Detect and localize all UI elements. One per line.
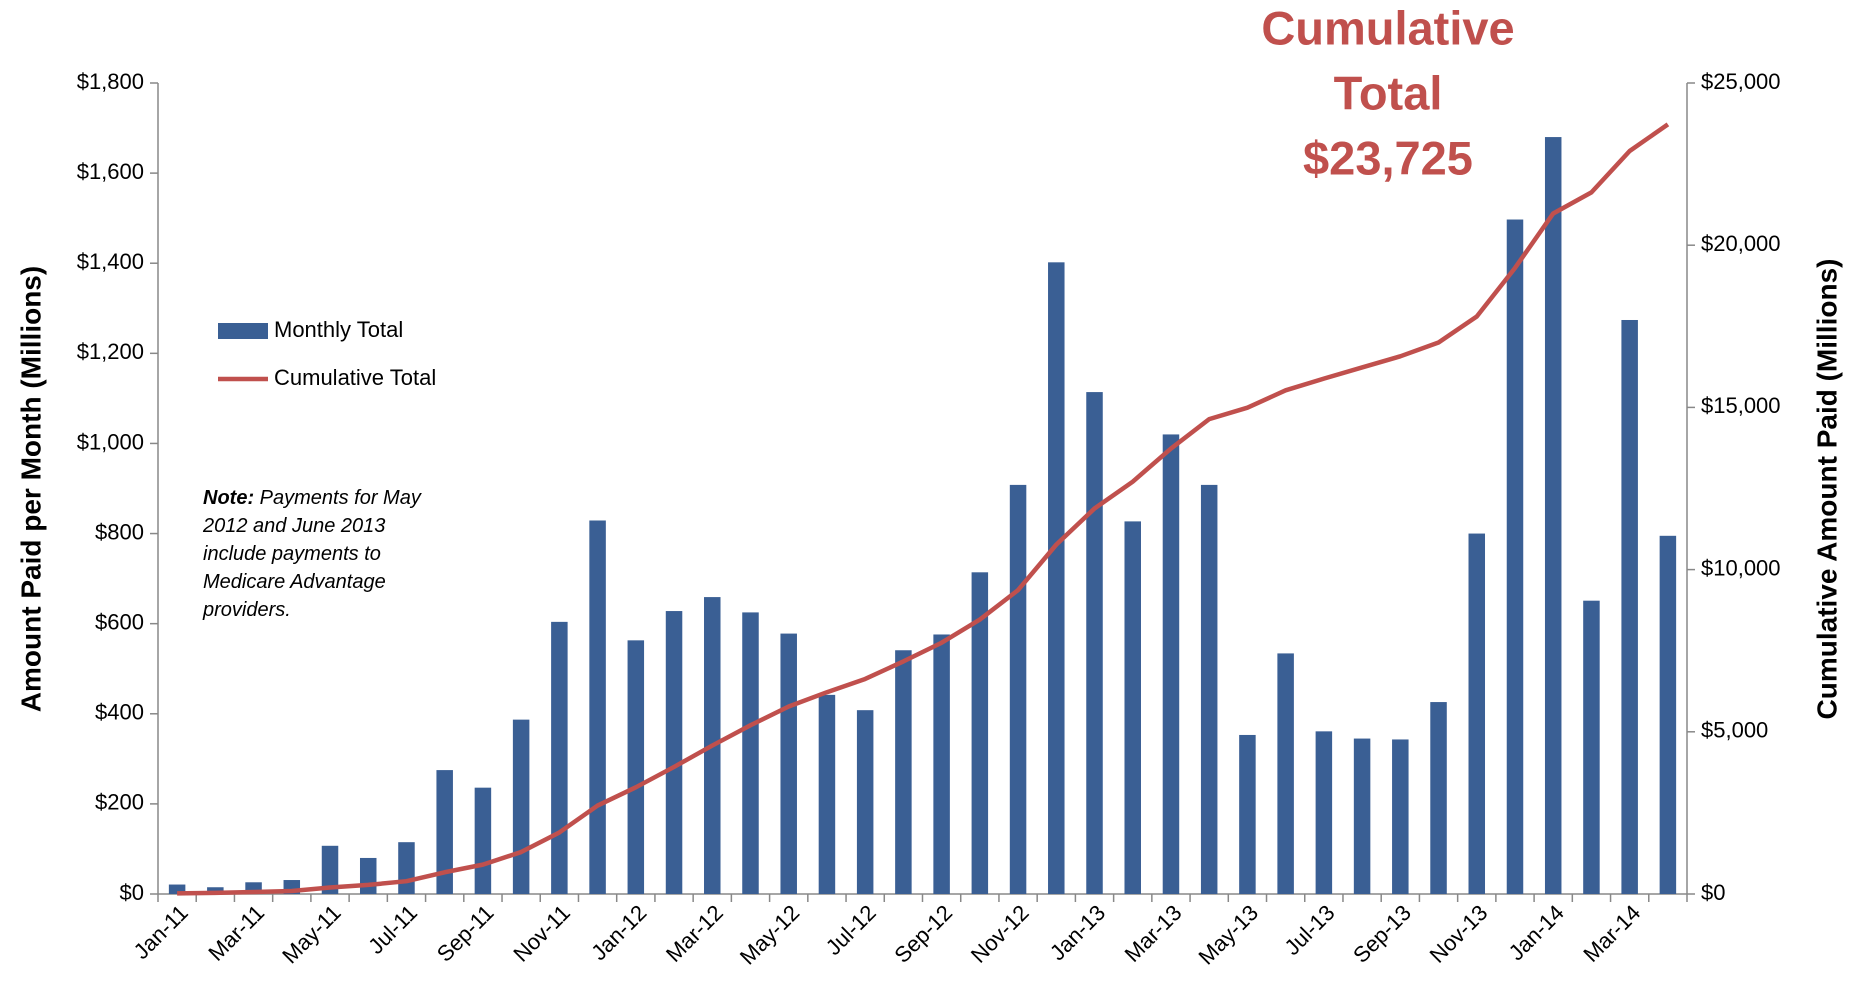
legend-swatch (218, 323, 268, 339)
note: Note: Payments for May 2012 and June 201… (203, 484, 453, 624)
bar (1200, 484, 1218, 894)
line (177, 122, 1670, 896)
bar (1162, 434, 1180, 894)
y2-tick-label: $25,000 (1701, 69, 1781, 94)
x-tick-label: Jul-13 (1279, 900, 1339, 960)
bar (1277, 653, 1294, 894)
bar (1659, 535, 1677, 894)
bar (551, 621, 568, 894)
bar (1621, 319, 1638, 895)
x-tick-label: Nov-11 (508, 900, 575, 967)
bar (780, 633, 797, 894)
bar (1353, 738, 1371, 894)
x-tick-label: Jan-14 (1504, 900, 1569, 965)
y-tick-label: $1,000 (77, 429, 144, 454)
annotation: Cumulative (1261, 1, 1514, 54)
bar (856, 710, 874, 894)
bar (1086, 392, 1103, 894)
x-tick-label: Mar-12 (661, 900, 728, 967)
x-tick-label: Sep-11 (432, 900, 499, 967)
y-tick-label: $1,800 (77, 69, 144, 94)
y2-tick-label: $20,000 (1701, 231, 1781, 256)
bar (512, 719, 530, 894)
bar (436, 770, 453, 894)
legend-label: Cumulative Total (274, 365, 436, 390)
x-tick-label: Jul-12 (821, 900, 881, 960)
bar (1239, 734, 1256, 894)
annotation: $23,725 (1303, 131, 1473, 184)
bar (474, 787, 492, 894)
y2-tick-label: $15,000 (1701, 393, 1781, 418)
y2-axis-title: Cumulative Amount Paid (Millions) (1811, 259, 1842, 720)
bar (895, 650, 912, 894)
bar (933, 634, 950, 894)
x-tick-label: Jan-12 (586, 900, 651, 965)
x-tick-label: Jul-11 (363, 900, 422, 959)
y-tick-label: $800 (95, 519, 144, 544)
y-axis-title: Amount Paid per Month (Millions) (15, 266, 46, 712)
x-tick-label: Nov-12 (966, 900, 1034, 968)
bar (665, 611, 683, 894)
x-tick-label: May-13 (1194, 900, 1264, 970)
bar (245, 882, 262, 894)
y-tick-label: $1,600 (77, 159, 144, 184)
bar (1009, 484, 1027, 894)
bar (589, 520, 606, 894)
bar (359, 857, 377, 894)
x-tick-label: Sep-13 (1348, 900, 1416, 968)
legend-label: Monthly Total (274, 317, 403, 342)
x-tick-label: Mar-11 (203, 900, 269, 966)
y-tick-label: $1,400 (77, 249, 144, 274)
bar (818, 694, 836, 894)
y2-tick-label: $10,000 (1701, 555, 1781, 580)
y-tick-label: $1,200 (77, 339, 144, 364)
bar (1392, 739, 1409, 894)
y-tick-label: $0 (120, 880, 144, 905)
bar (168, 884, 186, 894)
bar (627, 640, 645, 894)
bar (1430, 702, 1447, 894)
x-tick-label: May-12 (735, 900, 805, 970)
bar (742, 612, 759, 894)
y2-tick-label: $0 (1701, 880, 1725, 905)
bar (1506, 219, 1524, 895)
y-tick-label: $200 (95, 790, 144, 815)
x-tick-label: May-11 (277, 900, 345, 968)
x-tick-label: Jan-13 (1045, 900, 1110, 965)
note-text: Payments for May 2012 and June 2013 incl… (203, 487, 421, 621)
bar (1124, 521, 1141, 894)
bar (321, 845, 339, 894)
x-tick-label: Nov-13 (1425, 900, 1493, 968)
bar (1544, 137, 1562, 895)
y-tick-label: $600 (95, 609, 144, 634)
x-tick-label: Mar-13 (1120, 900, 1187, 967)
y2-tick-label: $5,000 (1701, 718, 1768, 743)
x-tick-label: Mar-14 (1578, 900, 1645, 967)
bar (398, 842, 415, 894)
note-label: Note: (203, 487, 255, 509)
bar (971, 572, 989, 894)
bar (1468, 533, 1486, 894)
bar (1048, 262, 1065, 894)
annotation: Total (1334, 66, 1443, 119)
x-tick-label: Jan-11 (129, 900, 193, 964)
x-tick-label: Sep-12 (889, 900, 957, 968)
y-tick-label: $400 (95, 700, 144, 725)
bar (1315, 731, 1333, 894)
bar (1583, 600, 1600, 894)
